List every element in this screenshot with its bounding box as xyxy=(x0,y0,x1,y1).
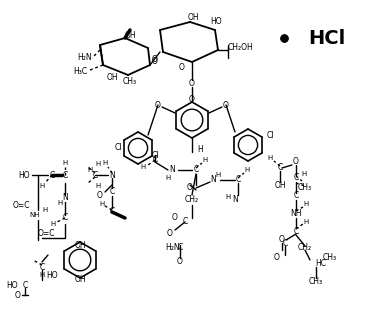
Text: H: H xyxy=(43,207,48,213)
Text: H: H xyxy=(244,167,250,173)
Text: O: O xyxy=(274,254,280,263)
Text: H: H xyxy=(215,172,221,178)
Text: H: H xyxy=(51,221,55,227)
Text: H: H xyxy=(203,157,207,163)
Text: C: C xyxy=(92,170,98,180)
Text: CH₂: CH₂ xyxy=(298,243,312,252)
Text: O: O xyxy=(152,58,158,66)
Text: H₂N: H₂N xyxy=(165,243,180,252)
Text: H₃C: H₃C xyxy=(73,67,87,77)
Text: H: H xyxy=(225,194,231,200)
Text: C: C xyxy=(109,188,115,196)
Text: O: O xyxy=(189,80,195,89)
Text: CH₂: CH₂ xyxy=(185,195,199,205)
Text: OH: OH xyxy=(124,31,136,39)
Text: O: O xyxy=(15,291,21,299)
Text: H: H xyxy=(301,171,307,177)
Text: C: C xyxy=(22,281,28,290)
Text: C: C xyxy=(177,243,183,252)
Text: O: O xyxy=(189,95,195,105)
Text: N: N xyxy=(62,193,68,203)
Text: C: C xyxy=(40,264,44,272)
Text: H: H xyxy=(303,219,309,225)
Text: Cl: Cl xyxy=(114,143,122,153)
Text: CH₃: CH₃ xyxy=(298,184,312,192)
Text: O: O xyxy=(177,258,183,266)
Text: CH₃: CH₃ xyxy=(123,78,137,87)
Text: H: H xyxy=(57,200,63,206)
Text: H: H xyxy=(102,160,108,166)
Text: H: H xyxy=(100,201,104,207)
Text: O: O xyxy=(179,63,185,72)
Text: C: C xyxy=(109,208,115,216)
Text: H: H xyxy=(87,167,93,173)
Text: N: N xyxy=(232,195,238,205)
Text: H: H xyxy=(140,164,146,170)
Text: H: H xyxy=(165,175,171,181)
Text: O: O xyxy=(293,158,299,166)
Text: OH: OH xyxy=(107,72,119,82)
Text: C: C xyxy=(49,170,55,180)
Text: HO: HO xyxy=(46,270,58,280)
Text: H: H xyxy=(62,160,68,166)
Text: C: C xyxy=(293,226,299,236)
Text: H: H xyxy=(40,272,44,278)
Text: C: C xyxy=(282,239,288,247)
Text: H: H xyxy=(40,183,44,189)
Text: Cl: Cl xyxy=(152,150,160,160)
Text: OH: OH xyxy=(74,275,86,285)
Text: O: O xyxy=(167,229,173,238)
Text: H: H xyxy=(95,161,101,167)
Text: OH: OH xyxy=(74,240,86,249)
Text: NH: NH xyxy=(290,209,302,217)
Text: CH₃: CH₃ xyxy=(309,277,323,287)
Text: OH: OH xyxy=(274,181,286,190)
Text: H: H xyxy=(95,183,101,189)
Text: O: O xyxy=(155,100,161,110)
Text: HCl: HCl xyxy=(308,29,345,47)
Text: N: N xyxy=(109,170,115,180)
Text: O: O xyxy=(172,214,178,222)
Text: C: C xyxy=(62,214,68,222)
Text: C: C xyxy=(193,165,199,174)
Text: CH₂OH: CH₂OH xyxy=(228,42,254,52)
Text: NH: NH xyxy=(30,212,40,218)
Text: HO: HO xyxy=(18,170,30,180)
Text: C: C xyxy=(293,173,299,183)
Text: O: O xyxy=(223,100,229,110)
Text: O: O xyxy=(97,190,103,199)
Text: C: C xyxy=(293,191,299,200)
Text: H: H xyxy=(268,155,272,161)
Text: HC: HC xyxy=(315,260,326,268)
Text: O: O xyxy=(152,56,158,64)
Text: OH: OH xyxy=(187,13,199,21)
Text: C: C xyxy=(152,156,158,164)
Text: C: C xyxy=(182,217,188,226)
Text: HO: HO xyxy=(210,17,222,27)
Text: O: O xyxy=(187,184,193,192)
Text: C: C xyxy=(235,175,241,185)
Text: H: H xyxy=(303,201,309,207)
Text: HO: HO xyxy=(6,281,18,290)
Text: Cl: Cl xyxy=(266,131,274,139)
Text: N: N xyxy=(210,175,216,185)
Text: O=C: O=C xyxy=(38,229,55,238)
Text: H₂N: H₂N xyxy=(78,54,92,63)
Text: O=C: O=C xyxy=(13,200,30,210)
Text: H: H xyxy=(197,145,203,155)
Text: N: N xyxy=(169,165,175,174)
Text: O: O xyxy=(279,236,285,244)
Text: C: C xyxy=(62,170,68,180)
Text: CH₃: CH₃ xyxy=(323,254,337,263)
Text: C: C xyxy=(277,164,283,172)
